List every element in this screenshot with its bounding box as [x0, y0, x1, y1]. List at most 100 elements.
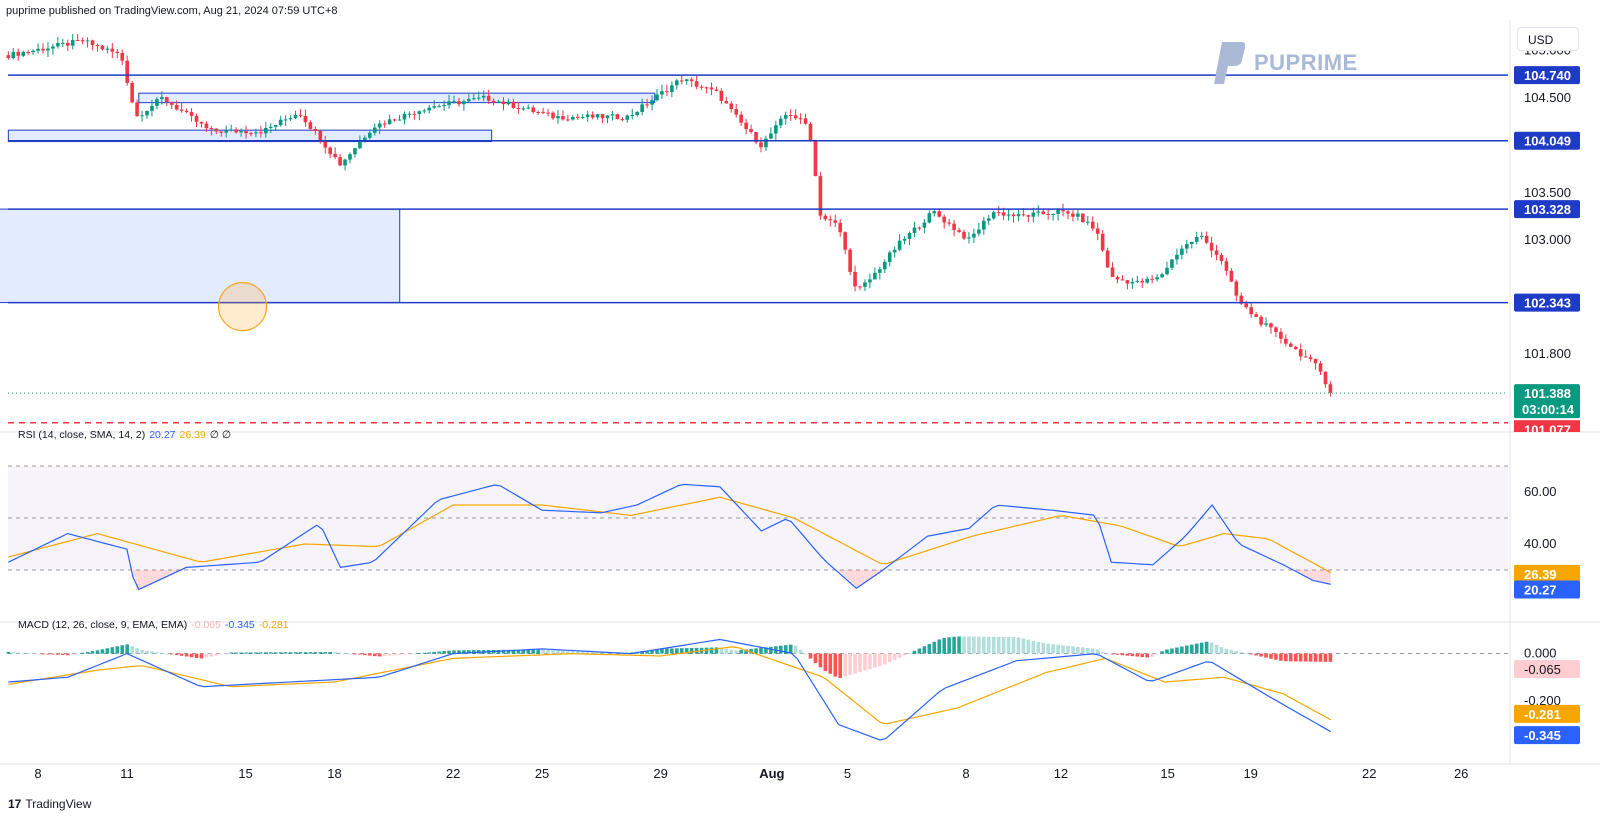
candle-body: [863, 282, 867, 287]
footer-branding[interactable]: 17 TradingView: [8, 797, 91, 811]
macd-histogram-bar: [273, 652, 278, 654]
candle-body: [996, 212, 1001, 214]
macd-histogram-bar: [323, 652, 328, 654]
time-tick-label: Aug: [759, 766, 784, 781]
macd-histogram-bar: [1076, 646, 1080, 654]
macd-histogram-bar: [80, 652, 85, 654]
candle-body: [679, 80, 684, 82]
candle-body: [858, 286, 862, 288]
macd-histogram-bar: [996, 636, 1001, 654]
candle-body: [575, 116, 580, 118]
rsi-ma-tag-bg: [1514, 564, 1580, 583]
time-tick-label: 22: [1362, 766, 1376, 781]
candle-body: [986, 218, 991, 221]
macd-histogram-bar: [1298, 653, 1303, 662]
macd-histogram-bar: [986, 636, 991, 654]
rsi-oversold-fill: [153, 570, 157, 583]
macd-histogram-bar: [382, 653, 387, 657]
candle-body: [239, 131, 243, 133]
macd-histogram-bar: [803, 653, 808, 655]
rsi-oversold-fill: [1324, 570, 1328, 583]
macd-histogram-bar: [26, 653, 30, 654]
rsi-ma-line: [8, 496, 1331, 574]
candle-body: [209, 128, 214, 130]
currency-selector[interactable]: USD: [1517, 27, 1579, 51]
candle-body: [610, 114, 615, 116]
time-axis[interactable]: 8 11 15 18 22 25 29 Aug 5 8 12 15 19 22 26: [34, 766, 1468, 781]
macd-histogram-bar: [1229, 649, 1234, 654]
macd-histogram-bar: [1026, 639, 1031, 654]
grid-lines: [0, 20, 1600, 765]
macd-histogram-bar: [318, 652, 323, 654]
macd-histogram-bar: [1234, 651, 1239, 654]
candle-body: [1120, 279, 1125, 281]
macd-histogram-bar: [739, 649, 743, 654]
macd-histogram-bar: [110, 647, 115, 654]
candle-body: [585, 114, 590, 118]
rsi-oversold-fill: [147, 570, 151, 586]
macd-histogram-bar: [749, 648, 753, 654]
candle-body: [1031, 212, 1036, 217]
candle-body: [259, 132, 263, 134]
candle-body: [1234, 281, 1239, 296]
candle-body: [1279, 331, 1283, 339]
macd-histogram-bar: [442, 651, 446, 654]
candle-body: [605, 115, 610, 119]
candle-body: [31, 50, 35, 53]
macd-histogram-bar: [209, 653, 214, 657]
candle-body: [1313, 359, 1318, 364]
candle-body: [1254, 314, 1258, 317]
macd-histogram-bar: [1056, 644, 1060, 654]
candle-body: [714, 89, 719, 91]
candle-body: [902, 238, 907, 241]
candle-body: [942, 216, 946, 223]
macd-histogram-bar: [1249, 653, 1253, 655]
macd-histogram-bar: [155, 652, 159, 654]
candle-body: [977, 229, 981, 234]
time-tick-label: 22: [446, 766, 460, 781]
candle-body: [486, 95, 491, 101]
candle-body: [912, 227, 917, 233]
macd-histogram-bar: [511, 649, 516, 654]
macd-histogram-bar: [471, 650, 476, 654]
rsi-oversold-fill: [171, 570, 175, 575]
candle-body: [214, 128, 219, 132]
candle-body: [684, 79, 689, 82]
macd-histogram-bar: [575, 651, 580, 654]
candle-body: [1081, 213, 1085, 223]
macd-histogram-bar: [254, 652, 258, 654]
candle-body: [1180, 248, 1184, 255]
macd-histogram-bar: [650, 649, 654, 654]
macd-histogram-bar: [51, 653, 55, 655]
macd-histogram-bar: [1095, 649, 1100, 654]
candle-body: [972, 233, 976, 238]
candle-body: [189, 112, 194, 116]
candle-body: [882, 261, 887, 270]
candle-body: [229, 129, 233, 131]
candle-body: [952, 223, 956, 231]
macd-legend-part: MACD (12, 26, close, 9, EMA, EMA): [18, 619, 187, 631]
macd-histogram-bar: [343, 653, 347, 654]
candle-body: [798, 118, 803, 120]
candle-body: [967, 237, 971, 239]
macd-line: [8, 638, 1331, 741]
macd-histogram-bar: [1125, 653, 1130, 656]
rsi-oversold-fill: [862, 570, 866, 585]
macd-histogram-bar: [61, 653, 65, 656]
candle-body: [377, 123, 382, 128]
macd-histogram-bar: [694, 647, 699, 654]
candle-body: [734, 109, 739, 115]
macd-histogram-bar: [264, 652, 268, 654]
price-tick-label: 104.500: [1524, 90, 1571, 105]
rsi-legend-part: 26.39: [180, 429, 206, 441]
time-tick-label: 18: [327, 766, 341, 781]
brand-logo-icon: [1214, 42, 1246, 84]
candle-body: [536, 112, 540, 114]
candle-body: [927, 213, 932, 223]
macd-histogram-bar: [922, 646, 927, 654]
candle-body: [1076, 213, 1080, 217]
macd-histogram-bar: [1274, 653, 1278, 660]
candle-body: [1224, 261, 1229, 271]
time-tick-label: 5: [844, 766, 851, 781]
macd-histogram-bar: [516, 649, 521, 654]
